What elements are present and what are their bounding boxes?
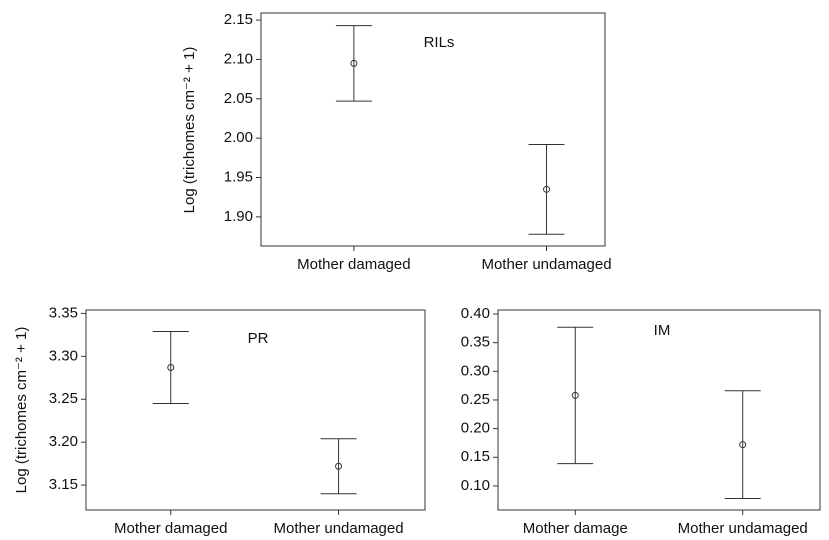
x-tick-label: Mother undamaged xyxy=(274,520,404,537)
x-tick-label: Mother undamaged xyxy=(678,520,808,537)
y-tick-label: 0.40 xyxy=(461,305,490,322)
y-tick-label: 0.10 xyxy=(461,477,490,494)
y-tick-label: 2.00 xyxy=(224,129,253,146)
y-tick-label: 2.15 xyxy=(224,11,253,28)
y-tick-label: 0.35 xyxy=(461,334,490,351)
y-axis-label: Log (trichomes cm⁻² + 1) xyxy=(181,47,198,214)
plot-frame xyxy=(85,309,426,511)
x-tick-label: Mother damaged xyxy=(114,520,227,537)
x-tick-label: Mother damage xyxy=(523,520,628,537)
y-tick-label: 3.20 xyxy=(49,433,78,450)
mean-point xyxy=(335,462,343,470)
mean-point xyxy=(739,441,747,449)
y-tick-label: 0.25 xyxy=(461,391,490,408)
panel-label: RILs xyxy=(424,34,455,51)
y-tick-label: 0.30 xyxy=(461,362,490,379)
y-tick-label: 2.05 xyxy=(224,90,253,107)
x-tick-label: Mother undamaged xyxy=(481,256,611,273)
y-tick-label: 1.95 xyxy=(224,168,253,185)
y-tick-label: 1.90 xyxy=(224,208,253,225)
y-tick-label: 3.15 xyxy=(49,476,78,493)
plot-frame xyxy=(260,12,606,247)
panel-label: PR xyxy=(248,330,269,347)
y-tick-label: 0.15 xyxy=(461,448,490,465)
y-tick-label: 2.10 xyxy=(224,50,253,67)
mean-point xyxy=(167,364,175,372)
panel-label: IM xyxy=(654,322,671,339)
y-tick-label: 3.35 xyxy=(49,304,78,321)
y-tick-label: 3.30 xyxy=(49,347,78,364)
y-tick-label: 0.20 xyxy=(461,420,490,437)
x-tick-label: Mother damaged xyxy=(297,256,410,273)
mean-point xyxy=(350,59,358,67)
mean-point xyxy=(543,185,551,193)
y-axis-label: Log (trichomes cm⁻² + 1) xyxy=(13,327,30,494)
y-tick-label: 3.25 xyxy=(49,390,78,407)
mean-point xyxy=(571,391,579,399)
plot-frame xyxy=(497,309,821,511)
